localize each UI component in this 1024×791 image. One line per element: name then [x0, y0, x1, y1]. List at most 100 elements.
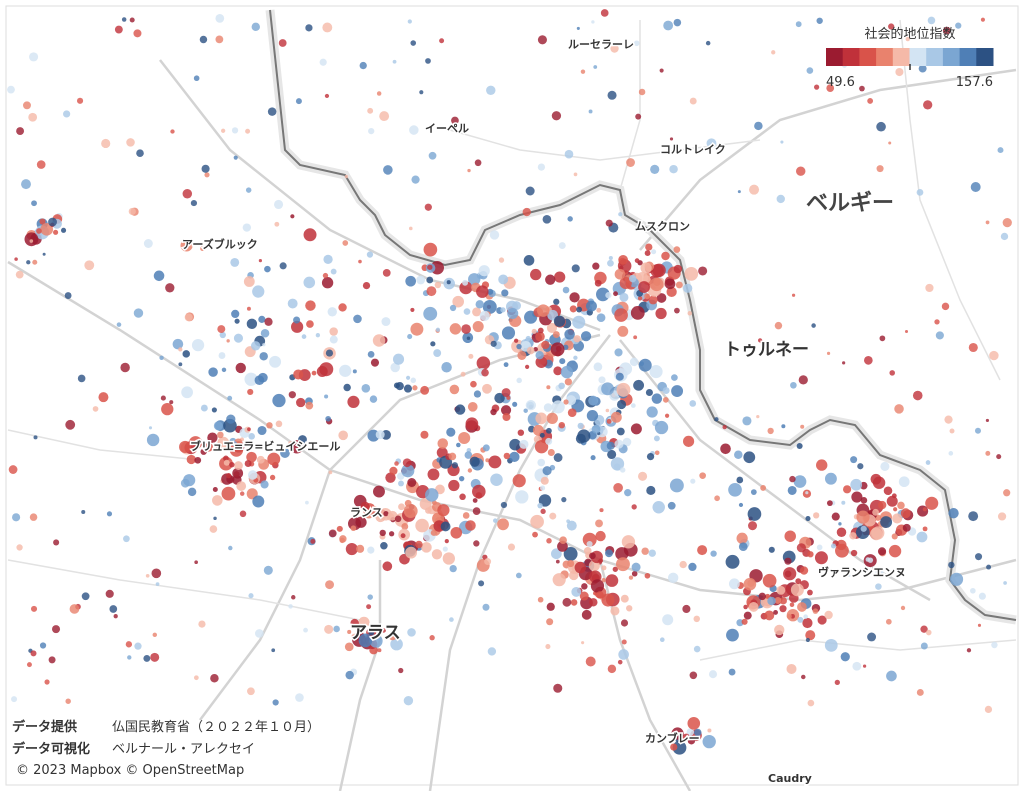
- dot: [243, 276, 255, 287]
- dot: [749, 184, 760, 195]
- dot: [955, 22, 962, 29]
- dot: [880, 461, 890, 471]
- dot: [419, 90, 424, 95]
- dot: [534, 440, 549, 454]
- dot: [347, 629, 352, 634]
- dot: [329, 335, 338, 344]
- dot: [400, 533, 406, 539]
- dot: [706, 138, 717, 149]
- dot: [502, 413, 511, 422]
- dot: [470, 380, 477, 388]
- dot: [867, 632, 877, 642]
- dot: [756, 414, 760, 419]
- dot: [682, 604, 691, 614]
- legend-swatch: [859, 48, 877, 66]
- dot: [247, 427, 251, 432]
- dot: [880, 516, 893, 529]
- dot: [209, 525, 218, 533]
- dot: [552, 573, 566, 587]
- dot: [290, 214, 295, 219]
- dot: [246, 318, 258, 330]
- dot: [920, 625, 928, 633]
- dot: [630, 423, 642, 435]
- dot: [734, 450, 743, 460]
- dot: [153, 270, 165, 282]
- road: [7, 260, 1017, 602]
- dot: [415, 518, 429, 533]
- dot: [389, 466, 398, 475]
- dot: [545, 437, 553, 445]
- dot: [799, 566, 809, 575]
- dot: [407, 19, 412, 24]
- dot: [795, 578, 802, 585]
- dot: [771, 50, 776, 55]
- dot: [432, 500, 437, 506]
- dot: [540, 476, 549, 485]
- dot: [336, 525, 343, 532]
- dot: [462, 512, 470, 519]
- dot: [633, 335, 638, 340]
- dot: [816, 459, 828, 471]
- dot: [581, 641, 585, 645]
- dot: [410, 322, 424, 336]
- dot: [865, 557, 871, 562]
- dot: [500, 307, 506, 313]
- dot: [280, 448, 290, 458]
- dot: [801, 674, 806, 680]
- dot: [920, 642, 928, 650]
- dot: [686, 728, 695, 736]
- dot: [516, 343, 522, 350]
- dot: [550, 548, 562, 560]
- dot: [540, 485, 546, 491]
- dot: [925, 460, 931, 465]
- dot: [646, 406, 658, 418]
- dot: [342, 240, 349, 246]
- dot: [227, 395, 233, 401]
- dot: [403, 384, 413, 393]
- dot: [605, 292, 612, 299]
- dot: [246, 306, 251, 311]
- dot: [123, 535, 130, 543]
- dot: [211, 407, 217, 413]
- dot: [968, 342, 978, 353]
- dot: [975, 553, 983, 561]
- dot: [350, 618, 359, 628]
- dot: [431, 549, 443, 560]
- dot: [567, 216, 573, 222]
- dot: [888, 544, 902, 558]
- dot: [430, 341, 436, 347]
- dot: [553, 315, 566, 327]
- dot: [593, 362, 603, 372]
- dot: [537, 163, 546, 171]
- dot: [322, 22, 333, 33]
- dot: [949, 572, 964, 586]
- dot: [515, 572, 522, 579]
- dot: [560, 365, 574, 379]
- dot: [747, 507, 762, 521]
- dot: [606, 418, 612, 424]
- dot: [258, 259, 262, 263]
- dot: [605, 549, 613, 558]
- dot: [98, 392, 109, 403]
- dot: [368, 629, 375, 636]
- dot: [200, 246, 205, 252]
- dot: [748, 602, 759, 612]
- dot: [543, 403, 553, 412]
- dot: [790, 583, 804, 597]
- dot: [916, 189, 924, 196]
- dot: [596, 287, 610, 302]
- dot: [191, 338, 205, 352]
- dot: [580, 69, 586, 74]
- road: [7, 559, 361, 621]
- dot: [330, 268, 337, 275]
- dot: [595, 519, 603, 528]
- dot: [645, 243, 653, 251]
- dot: [490, 340, 497, 347]
- dot: [488, 455, 502, 469]
- dot: [966, 648, 972, 653]
- dot: [900, 605, 906, 611]
- dot: [546, 427, 552, 434]
- dot: [16, 544, 23, 551]
- dot: [424, 203, 432, 211]
- dot: [381, 317, 391, 327]
